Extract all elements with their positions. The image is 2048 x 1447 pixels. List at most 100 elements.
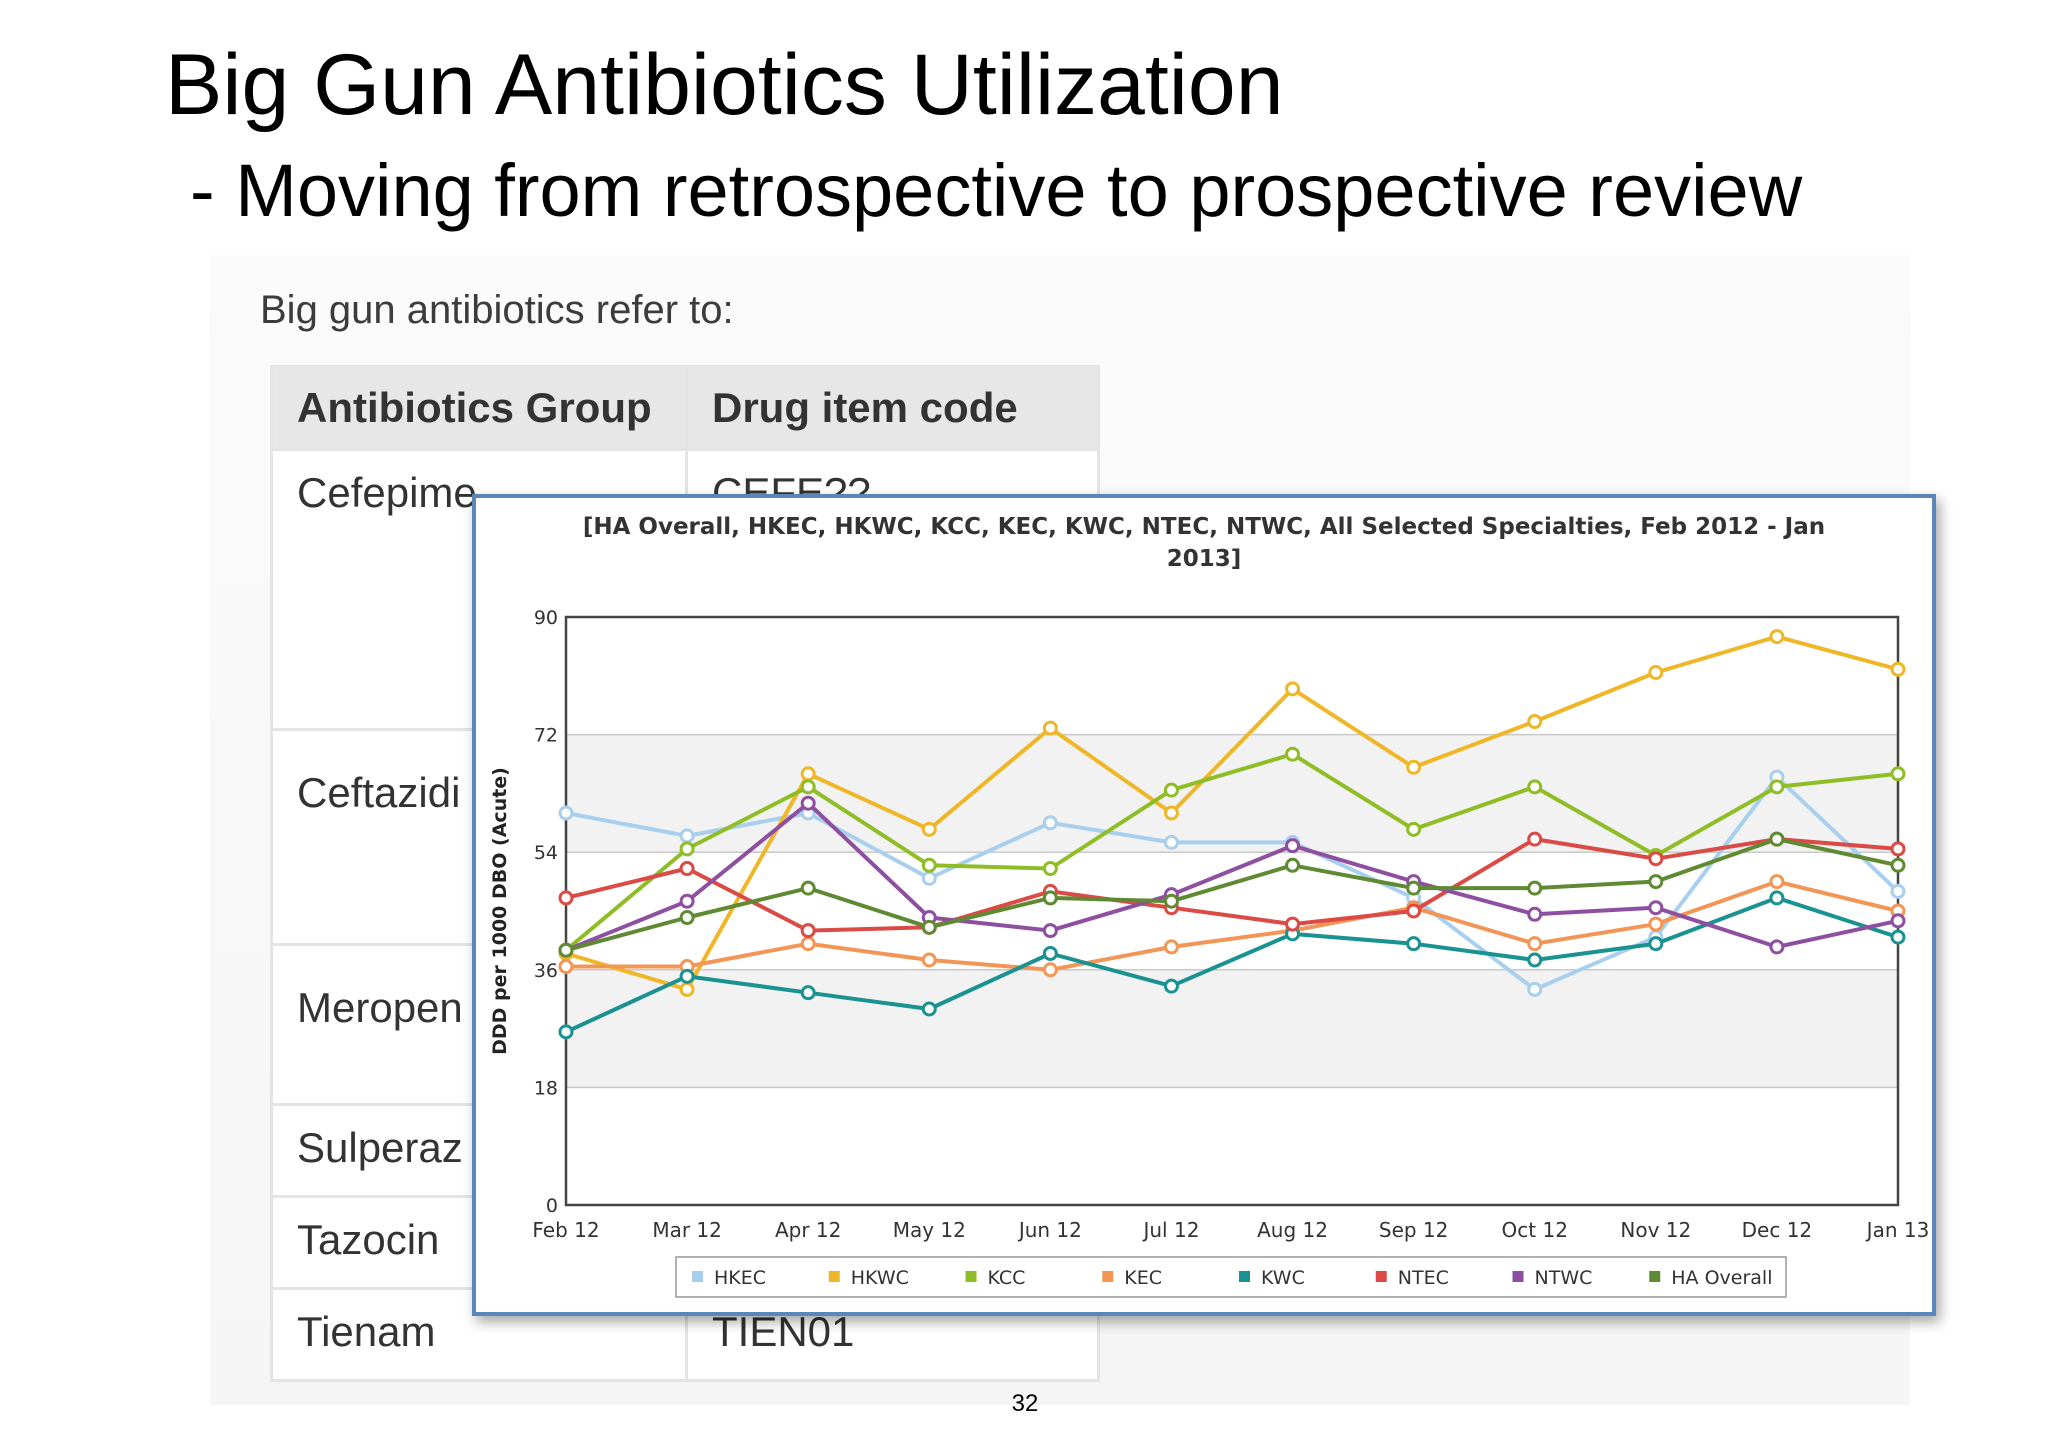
series-ha-overall <box>558 831 1906 958</box>
data-point <box>1163 834 1179 850</box>
data-point <box>558 890 574 906</box>
x-tick-label: Jul 12 <box>1141 1218 1199 1242</box>
data-point <box>1406 903 1422 919</box>
data-point <box>1163 978 1179 994</box>
data-point <box>921 870 937 886</box>
data-point <box>800 936 816 952</box>
data-point <box>1163 893 1179 909</box>
data-point <box>1890 857 1906 873</box>
data-point <box>1527 936 1543 952</box>
data-point <box>1890 883 1906 899</box>
data-point <box>1285 857 1301 873</box>
data-point <box>1890 661 1906 677</box>
chart-plot-band <box>566 734 1898 853</box>
data-point <box>921 952 937 968</box>
data-point <box>800 779 816 795</box>
data-point <box>558 1024 574 1040</box>
series-ntwc <box>558 795 1906 958</box>
data-point <box>1769 939 1785 955</box>
legend-swatch <box>828 1271 840 1282</box>
data-point <box>1285 746 1301 762</box>
legend-swatch <box>1239 1271 1250 1282</box>
data-point <box>1527 831 1543 847</box>
data-point <box>1042 923 1058 939</box>
series-line <box>565 634 1899 992</box>
data-point <box>1890 913 1906 929</box>
data-point <box>1527 952 1543 968</box>
chart-title-line: 2013] <box>1167 546 1242 572</box>
data-point <box>1648 665 1664 681</box>
data-point <box>1285 838 1301 854</box>
slide-subtitle: - Moving from retrospective to prospecti… <box>190 149 1803 232</box>
data-point <box>1648 936 1664 952</box>
legend-swatch <box>965 1271 977 1282</box>
data-point <box>1042 890 1058 906</box>
x-tick-label: Feb 12 <box>532 1218 599 1242</box>
data-point <box>1890 841 1906 857</box>
data-point <box>1648 916 1664 932</box>
y-tick-label: 72 <box>534 725 558 747</box>
legend-swatch <box>692 1271 703 1282</box>
data-point <box>1163 805 1179 821</box>
x-tick-label: Jan 13 <box>1865 1218 1930 1242</box>
legend-swatch <box>1375 1271 1387 1282</box>
data-point <box>921 821 937 837</box>
data-point <box>1769 874 1785 890</box>
series-line <box>565 775 1900 992</box>
data-point <box>921 857 937 873</box>
legend-label: KEC <box>1124 1267 1162 1289</box>
legend-label: KCC <box>988 1267 1026 1289</box>
legend-label: HA Overall <box>1671 1267 1772 1289</box>
data-point <box>1648 900 1664 916</box>
series-kcc <box>558 746 1906 958</box>
line-chart: [HA Overall, HKEC, HKWC, KCC, KEC, KWC, … <box>489 514 1930 1298</box>
data-point <box>800 880 816 896</box>
series-line <box>565 837 1899 933</box>
data-point <box>1890 766 1906 782</box>
series-line <box>566 879 1899 972</box>
series-line <box>564 752 1899 952</box>
data-point <box>679 910 695 926</box>
data-point <box>800 923 816 939</box>
data-point <box>1406 821 1422 837</box>
data-point <box>1769 831 1785 847</box>
data-point <box>1285 681 1301 697</box>
x-tick-label: Sep 12 <box>1379 1218 1449 1242</box>
data-point <box>1769 629 1785 645</box>
header-antibiotics-group: Antibiotics Group <box>270 365 688 451</box>
data-point <box>1042 962 1058 978</box>
data-point <box>679 893 695 909</box>
data-point <box>558 805 574 821</box>
data-point <box>1285 916 1301 932</box>
data-point <box>1042 815 1058 831</box>
data-point <box>800 795 816 811</box>
data-point <box>1890 929 1906 945</box>
slide-title: Big Gun Antibiotics Utilization <box>165 37 1284 133</box>
data-point <box>1163 939 1179 955</box>
series-hkwc <box>558 629 1906 997</box>
x-tick-label: Jun 12 <box>1017 1218 1082 1242</box>
y-tick-label: 18 <box>534 1077 558 1099</box>
data-point <box>800 985 816 1001</box>
legend-label: KWC <box>1261 1267 1305 1289</box>
legend-box <box>675 1256 1787 1298</box>
data-point <box>558 942 574 958</box>
x-tick-label: Mar 12 <box>652 1218 722 1242</box>
data-point <box>921 1001 937 1017</box>
data-point <box>1648 851 1664 867</box>
data-point <box>679 828 695 844</box>
data-point <box>1769 890 1785 906</box>
x-tick-label: May 12 <box>893 1218 966 1242</box>
x-tick-label: Dec 12 <box>1742 1218 1813 1242</box>
y-tick-label: 0 <box>546 1195 558 1217</box>
page-number: 32 <box>1011 1390 1039 1417</box>
chart-panel: [HA Overall, HKEC, HKWC, KCC, KEC, KWC, … <box>472 494 1936 1316</box>
data-point <box>921 919 937 935</box>
series-kwc <box>558 890 1906 1040</box>
data-point <box>1163 782 1179 798</box>
series-line <box>565 801 1899 953</box>
y-tick-label: 36 <box>534 960 558 982</box>
chart-title-line: [HA Overall, HKEC, HKWC, KCC, KEC, KWC, … <box>583 514 1825 540</box>
data-point <box>1042 720 1058 736</box>
data-point <box>1406 936 1422 952</box>
